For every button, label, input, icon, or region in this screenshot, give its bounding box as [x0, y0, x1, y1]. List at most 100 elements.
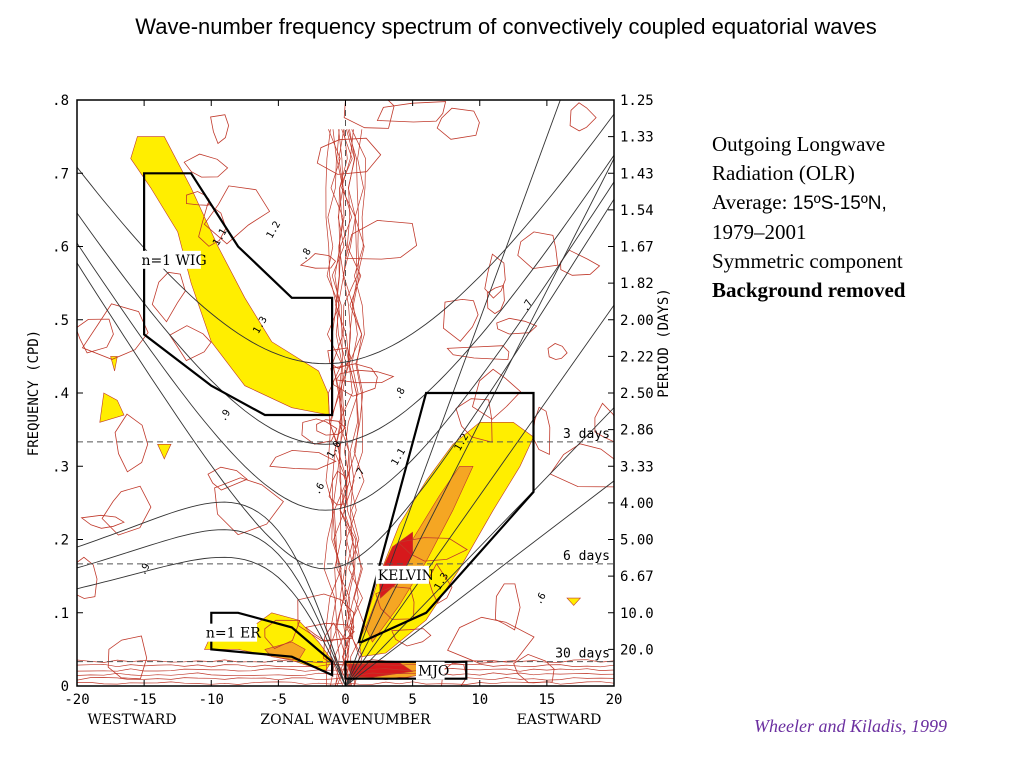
wave-region-label: n=1 ER	[206, 626, 261, 642]
y-axis-label: FREQUENCY (CPD)	[26, 330, 42, 456]
y-tick-label: .7	[52, 166, 69, 182]
period-reference-label: 3 days	[563, 427, 610, 442]
contour-line	[77, 318, 114, 354]
contour-line	[80, 514, 125, 529]
x-axis-label: ZONAL WAVENUMBER	[260, 712, 431, 728]
y-tick-label: .4	[52, 386, 69, 402]
contour-line	[348, 129, 365, 686]
contour-line	[151, 271, 186, 323]
contour-line	[344, 129, 360, 686]
period-tick-label: 2.86	[620, 423, 654, 439]
page-title: Wave-number frequency spectrum of convec…	[135, 14, 877, 39]
period-tick-label: 3.33	[620, 459, 654, 475]
y-tick-label: .2	[52, 533, 69, 549]
x-tick-label: -10	[199, 692, 224, 708]
period-reference-label: 30 days	[555, 647, 610, 662]
contour-line	[269, 449, 337, 470]
contour-line	[316, 419, 346, 436]
contour-value-label: .8	[392, 386, 408, 402]
contour-line	[345, 219, 418, 260]
contour-line	[210, 114, 230, 145]
contour-line	[299, 253, 337, 269]
description-line-6: Background removed	[712, 278, 906, 302]
contour-value-label: .8	[298, 247, 314, 263]
dispersion-curve	[77, 181, 614, 511]
contour-line	[333, 129, 351, 686]
contour-line	[107, 635, 148, 680]
contour-value-label: .9	[218, 408, 234, 424]
contour-line	[594, 402, 614, 443]
wave-region-box	[210, 611, 334, 677]
x-tick-label: -20	[64, 692, 89, 708]
wave-region-box	[357, 391, 535, 644]
contour-line	[325, 129, 343, 686]
contour-value-label: .7	[520, 298, 536, 314]
contour-line	[532, 406, 551, 456]
contour-lines	[77, 100, 614, 686]
wave-region-label-bg	[375, 565, 429, 584]
x-axis-westward-label: WESTWARD	[87, 712, 176, 728]
axes: -20 -15 -10 -5 0 5 10 15 200.1.2.3.4.5.6.7.8 1.25…	[26, 93, 672, 728]
contour-line	[560, 249, 601, 276]
contour-value-label: 1.2	[265, 220, 284, 241]
yellow-fill-region	[566, 597, 582, 606]
contour-value-label: 1.1	[390, 447, 409, 468]
period-reference-label: 6 days	[563, 549, 610, 564]
contour-line	[547, 343, 568, 360]
contour-line	[203, 185, 271, 245]
contour-line	[101, 485, 152, 536]
contour-line	[484, 253, 506, 299]
y-tick-label: 0	[61, 679, 69, 695]
wave-region-label-bg	[203, 623, 258, 642]
y-tick-label: .8	[52, 93, 69, 109]
contour-line	[338, 129, 355, 686]
period-tick-label: 1.43	[620, 166, 654, 182]
contour-line	[336, 129, 352, 686]
period-tick-label: 20.0	[620, 642, 654, 658]
contour-line	[343, 100, 395, 129]
x-axis-eastward-label: EASTWARD	[517, 712, 602, 728]
kelvin-dispersion-line	[345, 304, 614, 686]
x-tick-label: -5	[270, 692, 287, 708]
yellow-fill-region	[99, 392, 125, 423]
period-tick-label: 10.0	[620, 606, 654, 622]
average-prefix: Average:	[712, 190, 793, 214]
contour-line	[455, 398, 493, 443]
period-tick-label: 1.67	[620, 240, 654, 256]
contour-line	[569, 102, 597, 132]
contour-line	[264, 619, 301, 649]
contour-line	[472, 368, 522, 420]
contour-line	[494, 583, 521, 631]
contour-line	[442, 298, 479, 342]
kelvin-dispersion-line	[345, 407, 614, 686]
contour-line	[114, 413, 149, 473]
period-tick-label: 1.82	[620, 276, 654, 292]
contour-line	[397, 537, 468, 562]
period-tick-label: 1.33	[620, 130, 654, 146]
contour-line	[333, 129, 348, 686]
description-panel: Outgoing Longwave Radiation (OLR) Averag…	[712, 130, 1012, 305]
x-tick-label: -15	[131, 692, 156, 708]
x-tick-label: 5	[408, 692, 416, 708]
contour-line	[496, 317, 538, 335]
description-line-1: Outgoing Longwave	[712, 132, 886, 156]
contour-line	[81, 303, 149, 360]
kelvin-dispersion-line	[345, 158, 614, 686]
contour-line	[207, 466, 248, 491]
contour-line	[183, 153, 229, 178]
reference-lines: 3 days 6 days 30 days	[77, 100, 614, 686]
description-line-2: Radiation (OLR)	[712, 161, 855, 185]
period-tick-label: 2.50	[620, 386, 654, 402]
contour-line	[345, 129, 363, 686]
contour-line	[169, 325, 212, 362]
y-tick-label: .1	[52, 606, 69, 622]
period-tick-label: 1.54	[620, 203, 654, 219]
contour-line	[214, 477, 284, 536]
wave-region-label: MJO	[418, 664, 449, 680]
x-tick-label: 0	[341, 692, 349, 708]
wave-region-label-bg	[139, 250, 201, 269]
x-tick-label: 20	[606, 692, 623, 708]
contour-line	[427, 563, 453, 604]
wave-regions: n=1 WIG KELVIN n=1 ER MJO	[139, 172, 535, 680]
